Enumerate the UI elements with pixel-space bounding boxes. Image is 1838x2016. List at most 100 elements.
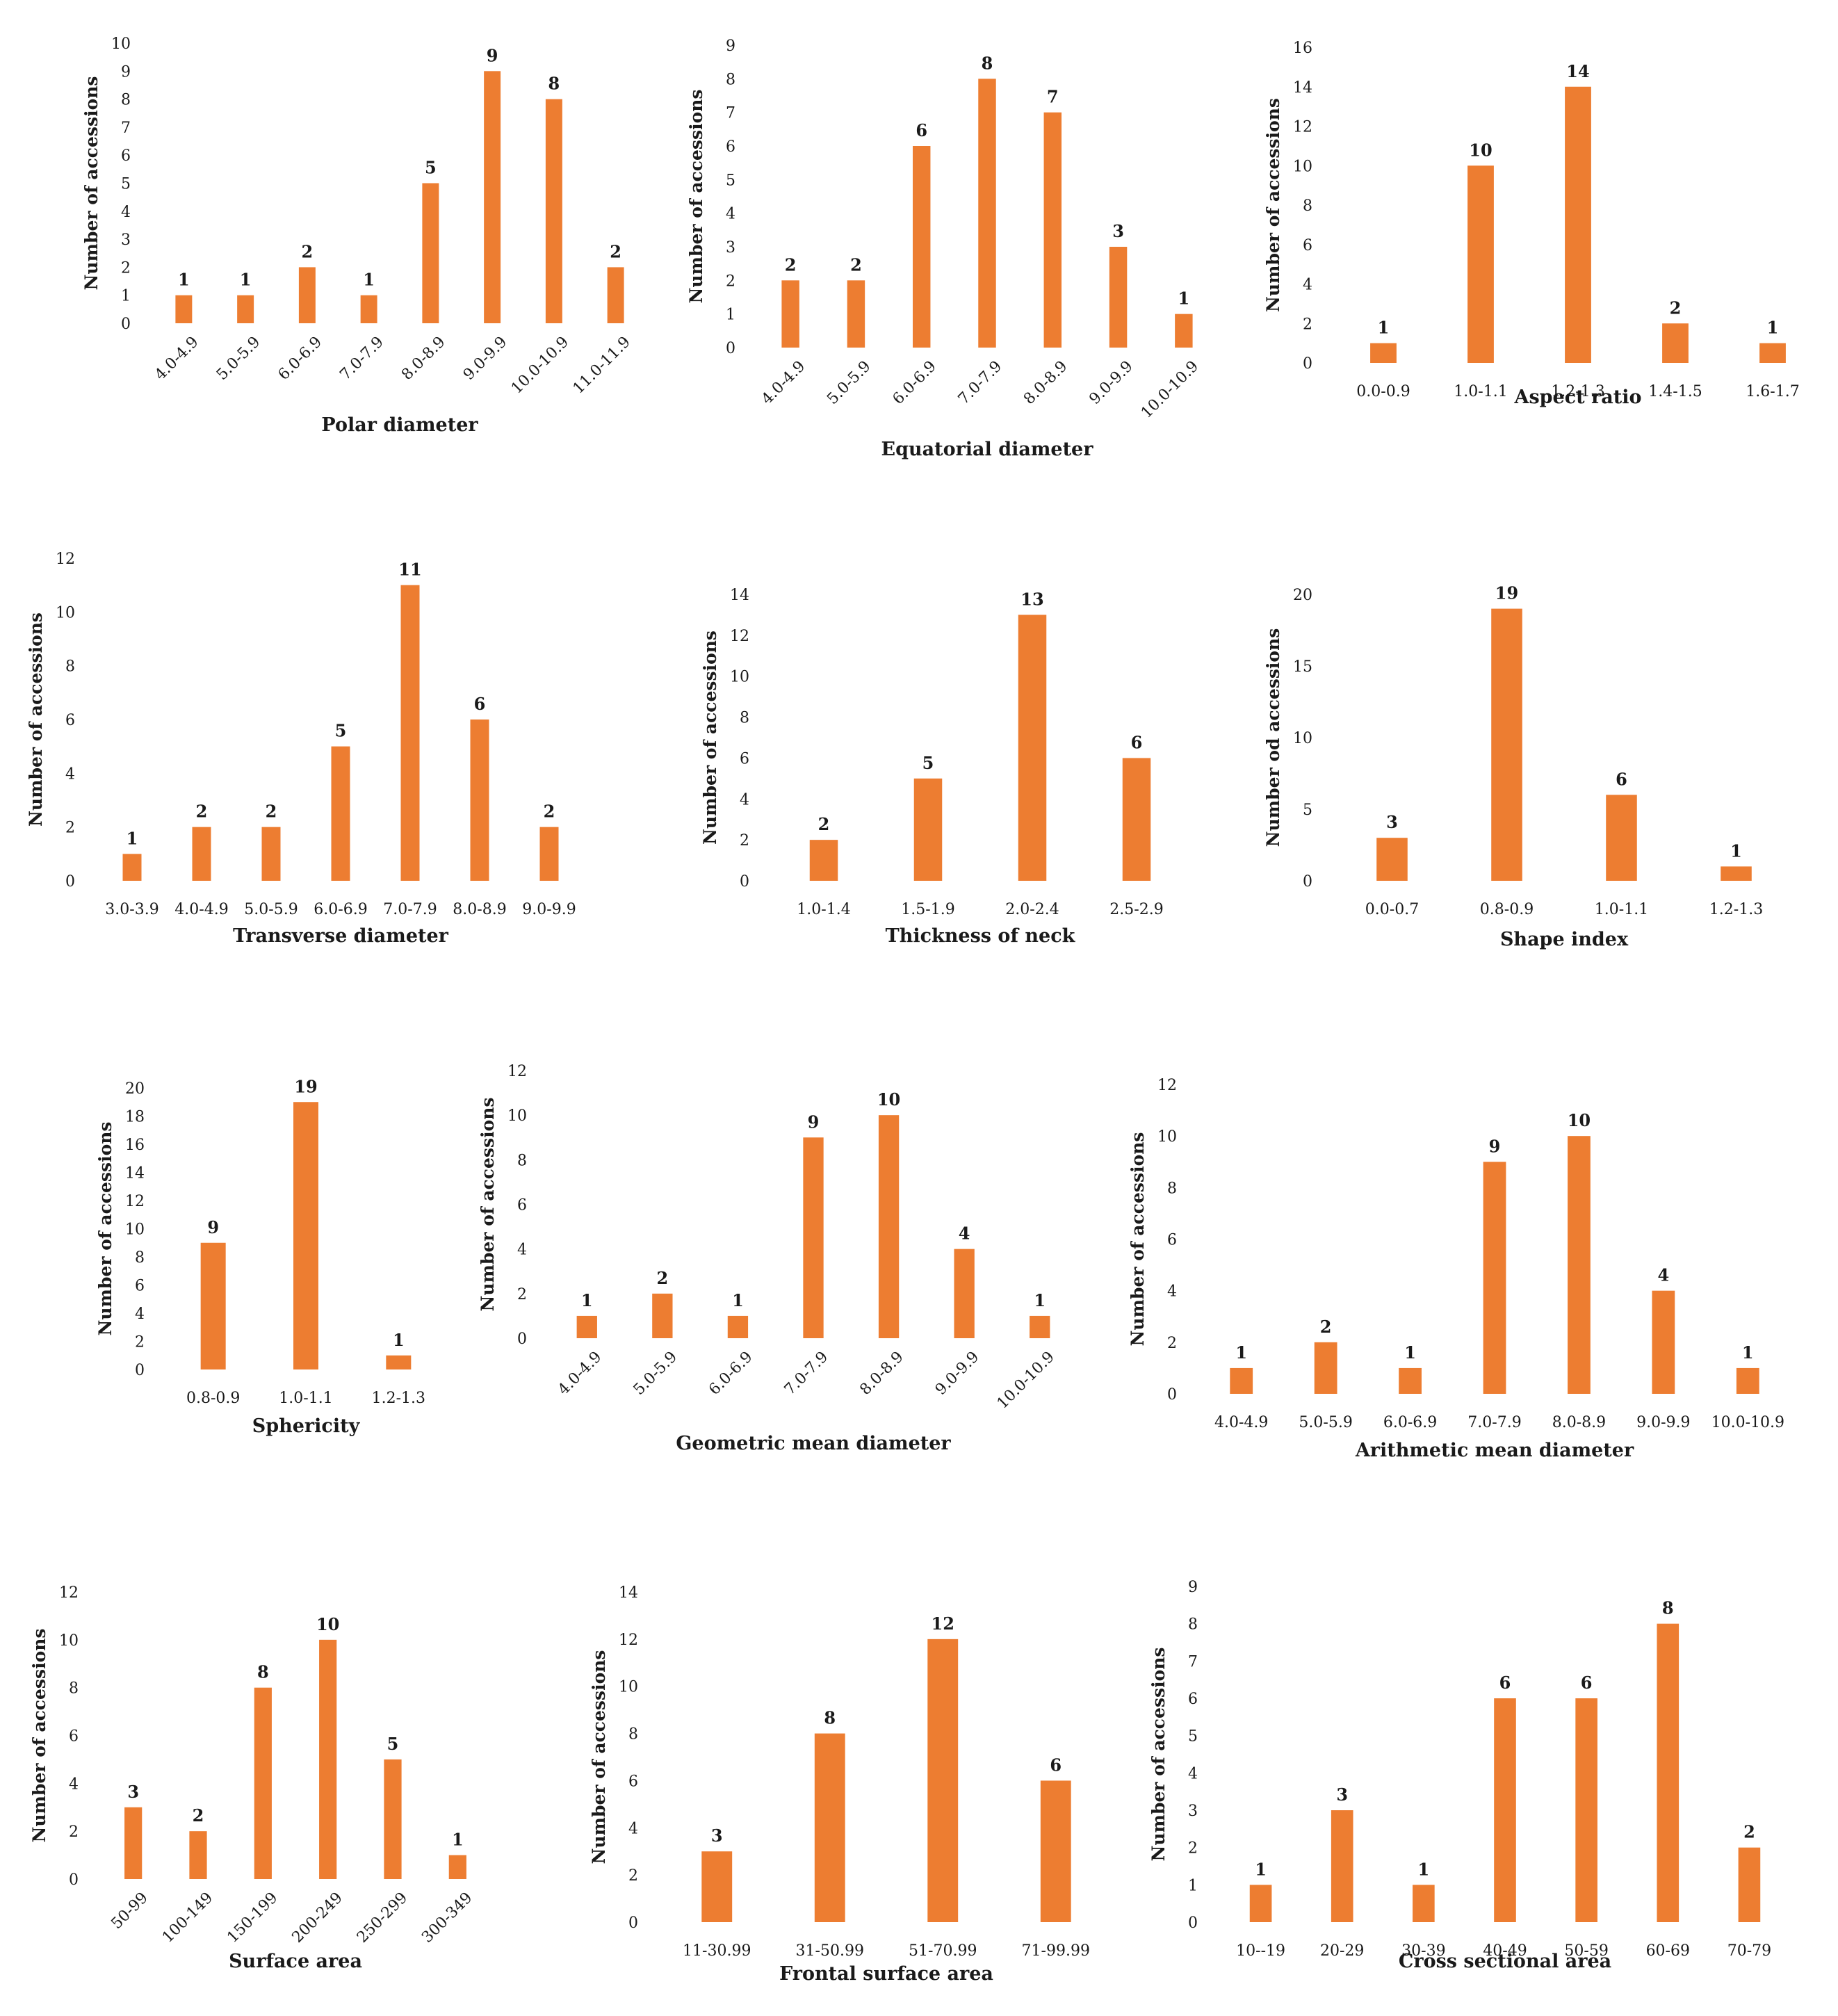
y-tick-label: 2: [69, 1823, 79, 1841]
bar: [422, 183, 439, 323]
y-tick-label: 2: [135, 1334, 145, 1351]
data-label: 3: [711, 1826, 723, 1846]
y-tick-label: 0: [628, 1915, 638, 1932]
y-tick-label: 4: [517, 1242, 527, 1259]
data-label: 1: [240, 270, 252, 290]
y-tick-label: 7: [726, 105, 735, 122]
chart-7: 0 2 4 6 8 10 12 14 16 18 20 Number of accessions 9 0.…: [95, 1076, 425, 1437]
bar: [1721, 866, 1752, 881]
data-label: 1: [127, 828, 138, 848]
y-tick-label: 8: [135, 1249, 145, 1267]
x-tick-label: 1.6-1.7: [1746, 383, 1799, 400]
y-tick-label: 4: [628, 1820, 638, 1837]
x-tick-label: 5.0-5.9: [824, 358, 874, 408]
y-axis-title: Number of accessions: [29, 1629, 49, 1843]
x-tick-label: 9.0-9.9: [460, 334, 510, 384]
y-tick-label: 6: [740, 750, 749, 767]
data-label: 6: [1131, 732, 1143, 752]
data-label: 1: [178, 270, 190, 290]
y-tick-label: 7: [121, 120, 131, 137]
y-axis-title: Number of accessions: [1263, 98, 1283, 312]
x-tick-label: 10.0-10.9: [508, 334, 572, 398]
data-label: 5: [335, 721, 347, 741]
x-tick-label: 0.0-0.7: [1365, 901, 1419, 918]
chart-10: 0 2 4 6 8 10 12 Number of accessions 3 50-99 2 100-…: [29, 1584, 476, 1972]
y-tick-label: 8: [726, 71, 735, 88]
x-tick-label: 10.0-10.9: [1711, 1414, 1784, 1431]
x-tick-label: 7.0-7.9: [336, 334, 387, 384]
data-label: 4: [959, 1224, 970, 1244]
x-tick-label: 1.2-1.3: [372, 1390, 425, 1407]
y-tick-label: 16: [1293, 40, 1312, 57]
bar: [1565, 86, 1591, 363]
data-label: 2: [196, 802, 208, 822]
x-tick-label: 9.0-9.9: [1086, 358, 1136, 408]
bar: [1018, 615, 1047, 881]
x-tick-label: 70-79: [1727, 1942, 1771, 1960]
x-tick-label: 7.0-7.9: [955, 358, 1005, 408]
y-tick-label: 10: [507, 1107, 527, 1125]
x-tick-label: 9.0-9.9: [932, 1349, 982, 1399]
x-tick-label: 0.0-0.9: [1356, 383, 1410, 400]
y-tick-label: 0: [1303, 355, 1312, 373]
data-label: 6: [1050, 1755, 1062, 1775]
data-label: 13: [1020, 589, 1043, 609]
y-tick-label: 10: [1157, 1128, 1177, 1146]
data-label: 1: [1730, 840, 1742, 861]
y-tick-label: 14: [125, 1165, 145, 1182]
x-tick-label: 1.0-1.4: [797, 901, 850, 918]
data-label: 19: [1495, 583, 1518, 603]
bar: [1491, 608, 1522, 881]
y-tick-label: 4: [69, 1775, 79, 1793]
x-tick-label: 3.0-3.9: [105, 901, 158, 918]
bar: [1376, 838, 1408, 881]
y-tick-label: 6: [517, 1197, 527, 1214]
bar: [1575, 1698, 1597, 1922]
y-tick-label: 1: [121, 288, 131, 305]
bar: [1759, 343, 1786, 363]
bar: [1652, 1290, 1675, 1394]
x-tick-label: 8.0-8.9: [453, 901, 506, 918]
x-tick-label: 8.0-8.9: [1020, 358, 1071, 408]
data-label: 10: [1469, 140, 1492, 160]
data-label: 1: [1378, 318, 1390, 338]
y-tick-label: 9: [726, 38, 735, 55]
data-label: 12: [932, 1613, 954, 1634]
data-label: 10: [316, 1614, 339, 1634]
data-label: 6: [1499, 1673, 1511, 1693]
y-tick-label: 4: [1167, 1283, 1177, 1301]
y-tick-label: 12: [56, 551, 75, 568]
x-tick-label: 250-299: [354, 1889, 411, 1946]
y-tick-label: 8: [628, 1726, 638, 1743]
bar: [607, 267, 624, 323]
y-tick-label: 1: [726, 307, 735, 324]
x-tick-label: 11-30.99: [683, 1942, 751, 1960]
y-tick-label: 3: [1188, 1803, 1198, 1820]
x-axis-title: Frontal surface area: [779, 1963, 993, 1985]
x-tick-label: 6.0-6.9: [314, 901, 367, 918]
chart-12: 0 1 2 3 4 5 6 7 8 9 Number of accessions 1 10--19 3 20…: [1148, 1579, 1771, 1972]
y-tick-label: 12: [619, 1632, 638, 1649]
bar: [261, 827, 281, 881]
bar: [847, 280, 865, 348]
y-axis-title: Number of accessions: [478, 1098, 498, 1312]
data-label: 3: [1386, 812, 1398, 832]
data-label: 4: [1658, 1265, 1670, 1285]
bar: [254, 1687, 272, 1879]
x-tick-label: 200-249: [289, 1889, 346, 1946]
x-tick-label: 6.0-6.9: [706, 1349, 756, 1399]
y-tick-label: 8: [1188, 1616, 1198, 1634]
y-tick-label: 3: [121, 231, 131, 249]
data-label: 2: [657, 1268, 669, 1288]
x-tick-label: 11.0-11.9: [570, 334, 634, 398]
chart-9: 0 2 4 6 8 10 12 Number of accessions 1 4.0-4.9 2 5.…: [1128, 1077, 1784, 1461]
bar: [913, 778, 943, 881]
y-tick-label: 0: [517, 1331, 527, 1348]
y-tick-label: 12: [1157, 1077, 1177, 1094]
bar: [803, 1137, 824, 1338]
y-tick-label: 0: [69, 1871, 79, 1889]
data-label: 1: [1418, 1859, 1430, 1879]
x-axis-title: Aspect ratio: [1514, 387, 1642, 408]
data-label: 10: [1568, 1110, 1591, 1130]
